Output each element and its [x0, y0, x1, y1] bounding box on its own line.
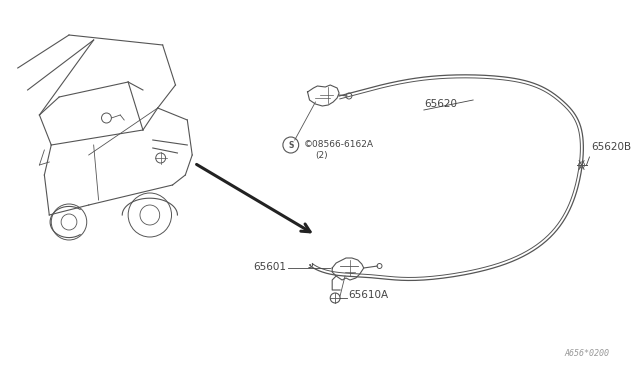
Text: S: S — [288, 141, 294, 150]
Text: A656*0200: A656*0200 — [564, 349, 609, 358]
Text: 65610A: 65610A — [348, 290, 388, 300]
Text: 65620: 65620 — [424, 99, 457, 109]
Text: 65601: 65601 — [253, 262, 286, 272]
Text: (2): (2) — [316, 151, 328, 160]
Text: ©08566-6162A: ©08566-6162A — [303, 140, 374, 149]
Text: 65620B: 65620B — [591, 142, 632, 152]
